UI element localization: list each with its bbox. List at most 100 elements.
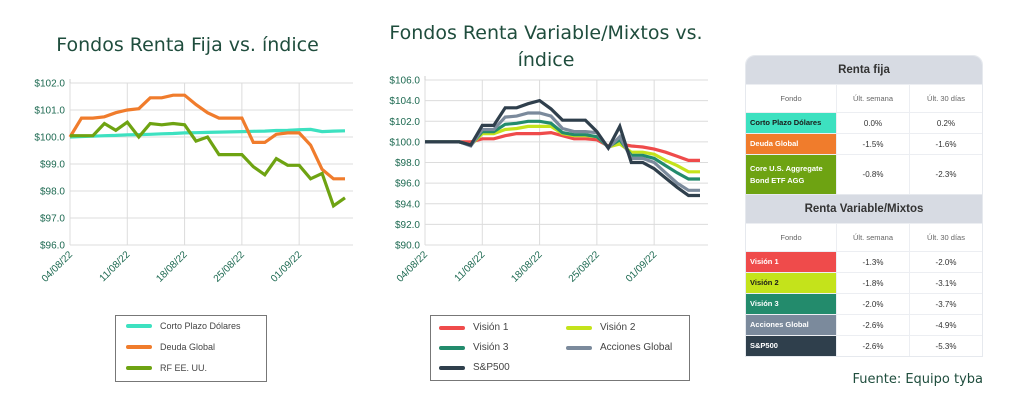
month-return: -4.9% — [909, 315, 982, 335]
chart1-title: Fondos Renta Fija vs. índice — [56, 34, 319, 56]
chart2-title: Fondos Renta Variable/Mixtos vs. índice — [389, 22, 703, 71]
table-column-headers: Fondo Últ. semana Últ. 30 días — [746, 84, 982, 112]
legend-label: RF EE. UU. — [160, 363, 208, 373]
legend-label: Corto Plazo Dólares — [160, 321, 241, 331]
week-return: 0.0% — [836, 113, 909, 133]
y-tick-label: $92.0 — [395, 220, 420, 231]
table-row: Deuda Global -1.5% -1.6% — [746, 133, 982, 154]
legend-swatch — [126, 366, 152, 370]
x-tick-label: 01/09/22 — [624, 249, 660, 285]
y-tick-label: $96.0 — [395, 179, 420, 190]
x-tick-label: 11/08/22 — [98, 249, 133, 284]
y-tick-label: $90.0 — [395, 241, 420, 252]
legend-label: Visión 3 — [473, 342, 509, 353]
y-tick-label: $106.0 — [389, 76, 420, 87]
legend-item-1-0: Corto Plazo Dólares — [126, 321, 241, 331]
week-return: -2.6% — [836, 336, 909, 356]
table-title: Renta Variable/Mixtos — [746, 195, 982, 223]
legend-label: Deuda Global — [160, 342, 216, 352]
legend-label: Acciones Global — [600, 342, 673, 353]
x-tick-label: 18/08/22 — [509, 249, 545, 285]
fund-name: Visión 2 — [746, 273, 836, 293]
week-return: -0.8% — [836, 155, 909, 194]
source-note: Fuente: Equipo tyba — [852, 372, 983, 387]
y-tick-label: $98.0 — [40, 187, 65, 198]
series-line-2-4 — [425, 98, 700, 198]
month-return: -3.7% — [909, 294, 982, 314]
legend-item-2-3: Acciones Global — [566, 342, 672, 353]
week-return: -2.0% — [836, 294, 909, 314]
legend-swatch — [126, 324, 152, 328]
table-row: Visión 3 -2.0% -3.7% — [746, 293, 982, 314]
legend-swatch — [126, 345, 152, 349]
table-title: Renta fija — [746, 56, 982, 84]
renta-variable-chart: $90.0 $92.0 $94.0 $96.0 $98.0 $100.0 $102.0 $10… — [389, 76, 708, 285]
series-line-1-1 — [68, 93, 345, 181]
y-tick-label: $96.0 — [40, 241, 65, 252]
legend-swatch — [566, 345, 592, 350]
legend-swatch — [439, 325, 465, 330]
legend-item-1-1: Deuda Global — [126, 342, 215, 352]
legend-swatch — [439, 345, 465, 350]
fund-name: Visión 3 — [746, 294, 836, 314]
column-header: Últ. 30 días — [909, 224, 982, 251]
legend-item-2-4: S&P500 — [439, 362, 510, 373]
table-row: Acciones Global -2.6% -4.9% — [746, 314, 982, 335]
y-tick-label: $99.0 — [40, 160, 65, 171]
fund-name: Corto Plazo Dólares — [746, 113, 836, 133]
column-header: Últ. 30 días — [909, 85, 982, 112]
chart1-legend: Corto Plazo Dólares Deuda Global RF EE. UU… — [115, 315, 267, 382]
month-return: -5.3% — [909, 336, 982, 356]
table-row: Visión 1 -1.3% -2.0% — [746, 251, 982, 272]
table-row: S&P500 -2.6% -5.3% — [746, 335, 982, 356]
performance-tables: Renta fija Fondo Últ. semana Últ. 30 días Co… — [745, 55, 983, 357]
legend-label: Visión 2 — [600, 322, 636, 333]
month-return: 0.2% — [909, 113, 982, 133]
week-return: -1.8% — [836, 273, 909, 293]
series-line-1-2 — [70, 120, 346, 209]
fund-name: S&P500 — [746, 336, 836, 356]
fund-name: Visión 1 — [746, 252, 836, 272]
y-tick-label: $98.0 — [395, 158, 420, 169]
table-column-headers: Fondo Últ. semana Últ. 30 días — [746, 223, 982, 251]
column-header: Últ. semana — [836, 85, 909, 112]
table-row: Corto Plazo Dólares 0.0% 0.2% — [746, 112, 982, 133]
y-tick-label: $94.0 — [395, 199, 420, 210]
month-return: -2.0% — [909, 252, 982, 272]
table-row: Core U.S. Aggregate Bond ETF AGG -0.8% -2.… — [746, 154, 982, 194]
legend-item-2-2: Visión 3 — [439, 342, 508, 353]
renta-fija-chart: $96.0 $97.0 $98.0 $99.0 $100.0 $101.0 $102.0 04… — [34, 79, 353, 285]
y-tick-label: $104.0 — [389, 96, 420, 107]
y-tick-label: $100.0 — [34, 133, 65, 144]
month-return: -3.1% — [909, 273, 982, 293]
week-return: -1.5% — [836, 134, 909, 154]
y-tick-label: $102.0 — [34, 79, 65, 90]
series-line-1-0 — [69, 127, 346, 139]
x-tick-label: 25/08/22 — [212, 249, 248, 285]
week-return: -2.6% — [836, 315, 909, 335]
y-tick-label: $97.0 — [40, 214, 65, 225]
week-return: -1.3% — [836, 252, 909, 272]
y-tick-label: $100.0 — [389, 137, 420, 148]
month-return: -1.6% — [909, 134, 982, 154]
legend-label: Visión 1 — [473, 322, 509, 333]
x-tick-label: 04/08/22 — [395, 249, 431, 285]
legend-label: S&P500 — [473, 362, 510, 373]
y-tick-label: $101.0 — [34, 106, 65, 117]
column-header: Fondo — [780, 94, 802, 103]
x-tick-label: 25/08/22 — [567, 249, 603, 285]
chart2-legend: Visión 1 Visión 2 Visión 3 Acciones Global S… — [430, 315, 690, 381]
month-return: -2.3% — [909, 155, 982, 194]
fund-name: Core U.S. Aggregate Bond ETF AGG — [746, 155, 836, 194]
y-tick-label: $102.0 — [389, 117, 420, 128]
table-renta-variable: Renta Variable/Mixtos Fondo Últ. semana Últ… — [745, 195, 983, 357]
column-header: Últ. semana — [836, 224, 909, 251]
table-renta-fija: Renta fija Fondo Últ. semana Últ. 30 días Co… — [745, 55, 983, 195]
legend-swatch — [439, 365, 465, 370]
x-tick-label: 01/09/22 — [269, 249, 305, 285]
legend-item-2-0: Visión 1 — [439, 322, 508, 333]
x-tick-label: 04/08/22 — [40, 249, 76, 285]
table-row: Visión 2 -1.8% -3.1% — [746, 272, 982, 293]
column-header: Fondo — [780, 233, 802, 242]
legend-item-1-2: RF EE. UU. — [126, 363, 207, 373]
